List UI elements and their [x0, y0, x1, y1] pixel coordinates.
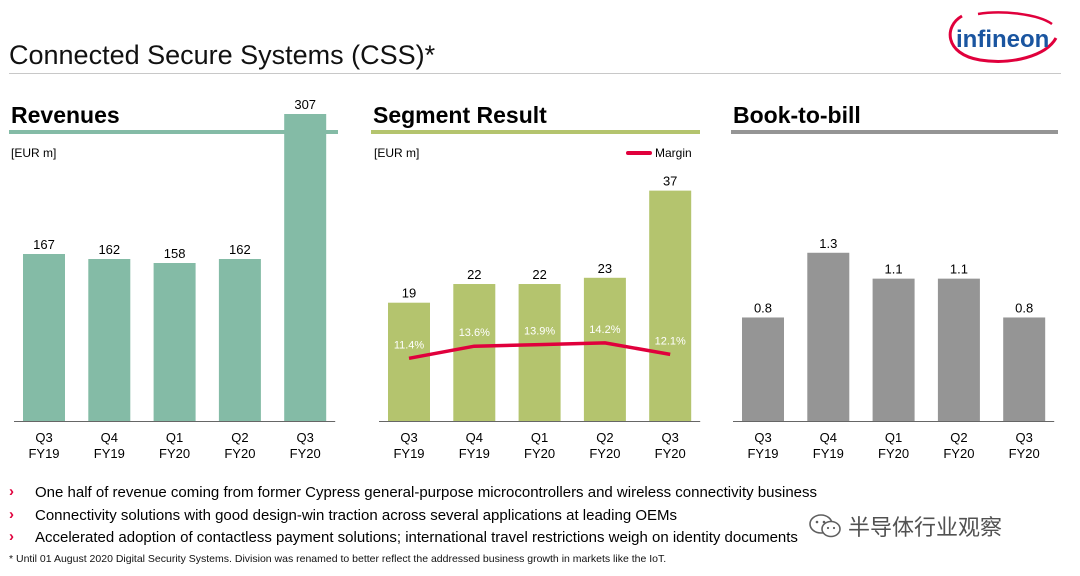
- book-to-bill-tick-label: Q3: [1016, 430, 1033, 445]
- revenues-unit: [EUR m]: [11, 146, 57, 160]
- logo-swoosh-icon: [948, 14, 1058, 63]
- margin-data-label: 14.2%: [589, 324, 620, 336]
- logo-text: infineon: [956, 26, 1049, 53]
- segment-tick-label: Q3: [662, 430, 679, 445]
- bullet-item: Accelerated adoption of contactless paym…: [9, 526, 817, 550]
- book-to-bill-tick-label: FY19: [813, 446, 844, 461]
- segment-tick-label: FY20: [524, 446, 555, 461]
- book-to-bill-tick-label: Q4: [820, 430, 837, 445]
- segment-tick-label: FY19: [459, 446, 490, 461]
- bullet-list: One half of revenue coming from former C…: [9, 481, 817, 550]
- header-divider: [9, 73, 1061, 74]
- bullet-item: One half of revenue coming from former C…: [9, 481, 817, 505]
- segment-bar-label: 23: [598, 261, 612, 276]
- revenues-bar-label: 162: [98, 242, 120, 257]
- revenues-tick-label: Q3: [297, 430, 314, 445]
- book-to-bill-bar: [742, 317, 784, 421]
- book-to-bill-bar: [1003, 317, 1046, 421]
- segment-bar-label: 37: [663, 174, 677, 189]
- margin-legend-swatch: [626, 151, 652, 155]
- revenues-tick-label: Q4: [101, 430, 118, 445]
- segment-tick-label: FY20: [589, 446, 620, 461]
- segment-bar: [583, 277, 626, 421]
- revenues-tick-label: FY19: [28, 446, 59, 461]
- segment-title: Segment Result: [373, 102, 547, 128]
- segment-bar-label: 22: [467, 267, 481, 282]
- segment-tick-label: Q3: [400, 430, 417, 445]
- revenues-tick-label: Q3: [35, 430, 52, 445]
- charts-canvas: 167Q3FY19162Q4FY19158Q1FY20162Q2FY20307Q…: [14, 97, 1055, 461]
- watermark: 半导体行业观察: [808, 510, 1002, 542]
- segment-bar: [453, 284, 496, 421]
- margin-data-label: 13.9%: [524, 326, 555, 338]
- watermark-text: 半导体行业观察: [848, 515, 1003, 540]
- segment-bar: [649, 190, 692, 421]
- segment-tick-label: FY20: [655, 446, 686, 461]
- book-to-bill-bar-label: 0.8: [1015, 300, 1033, 315]
- book-to-bill-tick-label: FY20: [878, 446, 909, 461]
- revenues-bar: [153, 263, 196, 421]
- margin-data-label: 11.4%: [394, 339, 425, 351]
- revenues-rule: [9, 130, 338, 134]
- footnote: * Until 01 August 2020 Digital Security …: [9, 553, 667, 565]
- segment-bar: [518, 284, 561, 421]
- book-to-bill-tick-label: Q2: [950, 430, 967, 445]
- revenues-tick-label: FY20: [159, 446, 190, 461]
- revenues-bar-label: 158: [164, 246, 186, 261]
- bullet-item: Connectivity solutions with good design-…: [9, 504, 817, 528]
- book-to-bill-rule: [731, 130, 1058, 134]
- revenues-bar-label: 167: [33, 237, 55, 252]
- book-to-bill-tick-label: FY19: [747, 446, 778, 461]
- segment-rule: [371, 130, 700, 134]
- revenues-bar: [23, 254, 65, 421]
- book-to-bill-bar: [937, 278, 980, 421]
- revenues-bar-label: 307: [294, 97, 316, 112]
- book-to-bill-tick-label: Q1: [885, 430, 902, 445]
- book-to-bill-title: Book-to-bill: [733, 102, 861, 128]
- book-to-bill-bar-label: 1.3: [819, 236, 837, 251]
- segment-tick-label: Q4: [466, 430, 483, 445]
- book-to-bill-bar-label: 1.1: [885, 262, 903, 277]
- revenues-bar: [88, 259, 131, 421]
- segment-tick-label: Q1: [531, 430, 548, 445]
- margin-data-label: 13.6%: [459, 327, 490, 339]
- revenues-tick-label: FY19: [94, 446, 125, 461]
- revenues-bar: [284, 114, 327, 421]
- segment-tick-label: Q2: [596, 430, 613, 445]
- book-to-bill-tick-label: FY20: [1009, 446, 1040, 461]
- book-to-bill-bar: [807, 252, 850, 421]
- book-to-bill-tick-label: Q3: [754, 430, 771, 445]
- infineon-logo: infineon: [948, 11, 1058, 63]
- margin-legend-label: Margin: [655, 146, 692, 160]
- book-to-bill-bar: [872, 278, 915, 421]
- revenues-tick-label: Q1: [166, 430, 183, 445]
- page-title: Connected Secure Systems (CSS)*: [9, 40, 436, 70]
- margin-data-label: 12.1%: [655, 335, 686, 347]
- book-to-bill-bar-label: 0.8: [754, 300, 772, 315]
- segment-tick-label: FY19: [393, 446, 424, 461]
- book-to-bill-tick-label: FY20: [943, 446, 974, 461]
- margin-line: [408, 341, 671, 361]
- revenues-title: Revenues: [11, 102, 120, 128]
- revenues-bar: [218, 259, 261, 421]
- segment-bar-label: 22: [532, 267, 546, 282]
- segment-unit: [EUR m]: [374, 146, 420, 160]
- book-to-bill-bar-label: 1.1: [950, 262, 968, 277]
- segment-bar-label: 19: [402, 286, 416, 301]
- revenues-tick-label: FY20: [224, 446, 255, 461]
- revenues-bar-label: 162: [229, 242, 251, 257]
- revenues-tick-label: FY20: [290, 446, 321, 461]
- segment-bar: [388, 302, 430, 421]
- wechat-icon: [809, 514, 841, 538]
- margin-legend: Margin: [626, 146, 692, 160]
- revenues-tick-label: Q2: [231, 430, 248, 445]
